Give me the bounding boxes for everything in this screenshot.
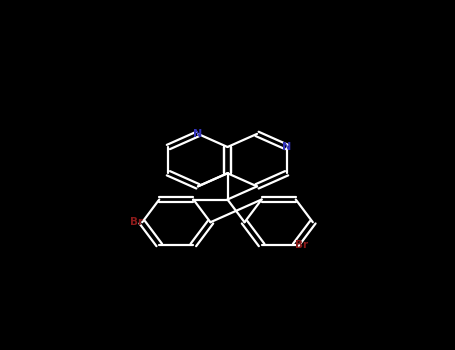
Text: Br: Br — [130, 217, 143, 227]
Text: Br: Br — [295, 240, 308, 250]
Text: N: N — [282, 142, 291, 152]
Text: N: N — [193, 129, 202, 139]
